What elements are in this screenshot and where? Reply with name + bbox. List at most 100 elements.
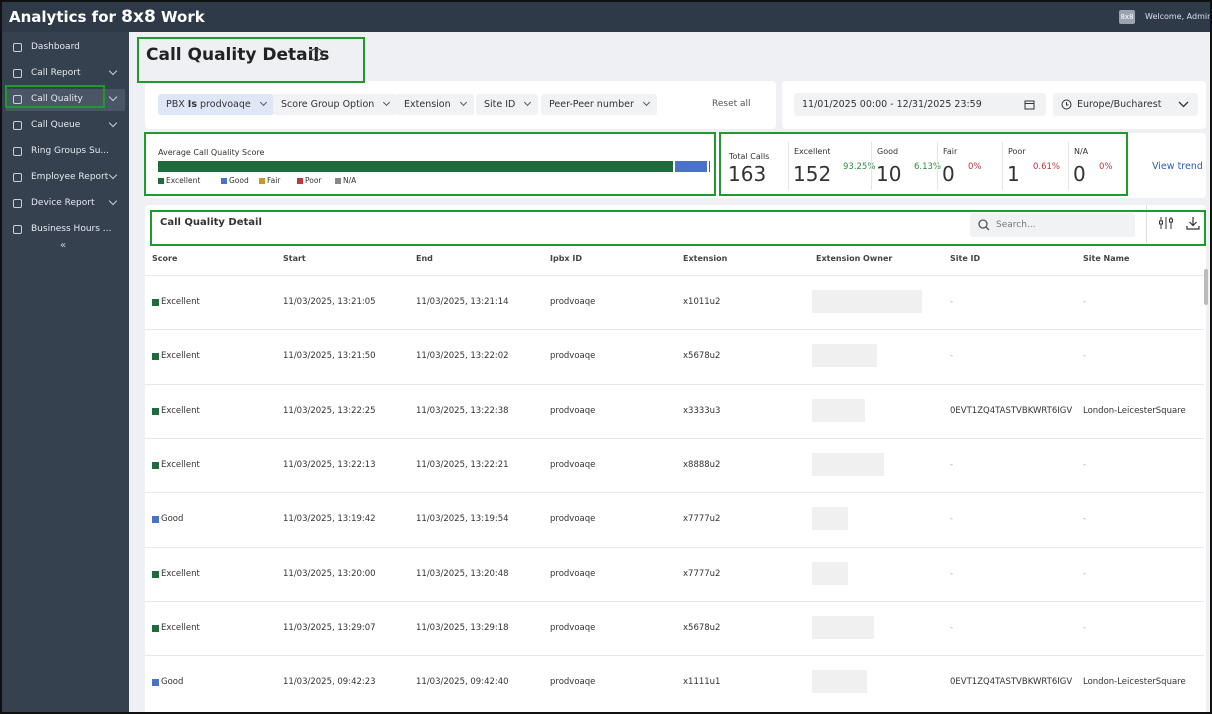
legend-swatch	[297, 178, 303, 184]
nav-item[interactable]: Device Report	[6, 193, 125, 215]
legend-item: Good	[221, 176, 249, 185]
nav-label: Business Hours ...	[31, 224, 112, 234]
table-cell: -	[950, 351, 954, 362]
column-header: Extension	[683, 254, 728, 263]
nav-label: Dashboard	[31, 42, 80, 52]
score-swatch	[152, 353, 159, 361]
filter-chip[interactable]: PBX Is prodvoaqe	[158, 94, 274, 115]
owner-redacted	[812, 670, 867, 694]
filter-chip[interactable]: Extension	[396, 94, 474, 115]
date-range[interactable]: 11/01/2025 00:00 - 12/31/2025 23:59	[794, 93, 1046, 116]
nav-item[interactable]: Dashboard	[6, 37, 125, 59]
timezone[interactable]: Europe/Bucharest	[1053, 93, 1198, 116]
chevron	[259, 98, 267, 107]
score-swatch	[152, 299, 159, 306]
table-cell: Excellent	[161, 351, 200, 362]
score-swatch	[152, 407, 159, 415]
top-bar	[2, 2, 1210, 32]
table-cell: x3333u3	[683, 405, 721, 416]
table-panel: Call Quality Detail Search... Score Start…	[145, 205, 1208, 712]
table-cell: -	[950, 568, 954, 579]
stat-divider	[871, 142, 872, 190]
table-cell: 11/03/2025, 13:20:48	[416, 568, 509, 579]
stat-label: Excellent	[794, 147, 831, 156]
filter-chip[interactable]: Peer-Peer number	[541, 94, 657, 115]
table-cell: Excellent	[161, 568, 200, 579]
table-cell: 11/03/2025, 13:20:00	[283, 568, 376, 579]
legend-item: N/A	[335, 176, 356, 185]
nav-item[interactable]: Call Report	[6, 63, 125, 85]
filter-panel: PBX Is prodvoaqe Score Group Option Exte…	[145, 81, 776, 129]
nav-item[interactable]: Call Quality	[6, 89, 125, 111]
stat-divider	[1002, 142, 1003, 190]
legend-label: Good	[229, 176, 249, 185]
table-cell: -	[950, 514, 954, 525]
highlight-box	[144, 132, 716, 196]
table-cell: prodvoaqe	[550, 677, 596, 688]
chip-value: prodvoaqe	[200, 99, 251, 110]
chip-field: Score Group Option	[281, 99, 375, 110]
search-icon	[978, 219, 990, 231]
scrollbar	[1204, 269, 1208, 305]
user-badge[interactable]: 8x8	[1119, 10, 1135, 24]
brand-suffix: Work	[161, 8, 205, 26]
chevron	[524, 98, 532, 107]
divider	[1146, 205, 1147, 243]
table-cell: x5678u2	[683, 622, 721, 633]
highlight-box	[150, 210, 1206, 246]
stat-percent: 0%	[968, 162, 982, 172]
download-icon[interactable]	[1186, 216, 1200, 230]
owner-redacted	[812, 452, 884, 476]
stat-value: 0	[942, 162, 955, 186]
brand-logo: 8x8	[121, 7, 156, 27]
table-cell: -	[1083, 459, 1087, 470]
nav-item[interactable]: Call Queue	[6, 115, 125, 137]
owner-redacted	[812, 507, 848, 531]
table-cell: 11/03/2025, 13:19:42	[283, 514, 376, 525]
nav-item[interactable]: Ring Groups Su...	[6, 141, 125, 163]
column-header: Ipbx ID	[550, 254, 582, 263]
legend-swatch	[259, 178, 265, 184]
quality-bar-segment	[674, 161, 707, 172]
row-divider	[145, 492, 1204, 494]
stat-percent: 93.25%	[843, 162, 876, 172]
table-cell: Good	[161, 677, 184, 688]
search-box[interactable]: Search...	[970, 213, 1135, 237]
legend-item: Fair	[259, 176, 280, 185]
table-cell: x1111u1	[683, 677, 721, 688]
row-divider	[145, 329, 1204, 331]
summary-title: Average Call Quality Score	[158, 148, 265, 157]
row-divider	[145, 437, 1204, 439]
chevron	[642, 98, 650, 107]
owner-redacted	[812, 398, 865, 422]
owner-redacted	[812, 615, 874, 639]
stat-divider	[937, 142, 938, 190]
stat-percent: 6.13%	[914, 162, 942, 172]
help-icon[interactable]: ?	[310, 48, 323, 61]
stat-value: 1	[1007, 162, 1020, 186]
table-cell: 11/03/2025, 13:19:54	[416, 514, 509, 525]
table-cell: -	[950, 297, 954, 307]
filter-chip[interactable]: Score Group Option	[273, 94, 398, 115]
view-trend[interactable]: View trend	[1152, 161, 1203, 172]
reset-all[interactable]: Reset all	[712, 99, 751, 109]
column-header: End	[416, 254, 433, 263]
columns-icon[interactable]	[1159, 216, 1173, 230]
table-cell: -	[1083, 568, 1087, 579]
table-cell: 11/03/2025, 13:22:38	[416, 405, 509, 416]
sidebar: Dashboard Call Report Call Quality Call Que…	[2, 32, 129, 712]
table-cell: 0EVT1ZQ4TASTVBKWRT6IGV	[950, 677, 1073, 688]
nav-item[interactable]: Employee Report	[6, 167, 125, 189]
score-swatch	[152, 516, 159, 524]
table-cell: 11/03/2025, 13:29:18	[416, 622, 509, 633]
row-divider	[145, 275, 1204, 276]
score-swatch	[152, 570, 159, 578]
nav-item[interactable]: Business Hours ...	[6, 219, 125, 241]
page-title: Call Quality Details	[146, 45, 330, 65]
total-label: Total Calls	[729, 152, 770, 161]
table-cell: Excellent	[161, 622, 200, 633]
legend-label: Excellent	[166, 176, 201, 185]
table-cell: 11/03/2025, 13:21:05	[283, 297, 376, 307]
filter-chip[interactable]: Site ID	[476, 94, 539, 115]
table-cell: prodvoaqe	[550, 297, 596, 307]
